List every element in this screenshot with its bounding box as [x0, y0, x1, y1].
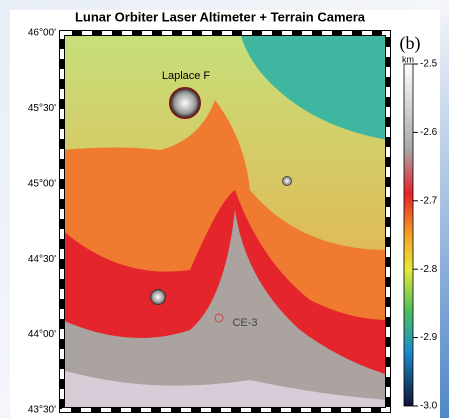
map: [62, 33, 388, 410]
colorbar-tick-label: -2.6: [420, 127, 438, 138]
colorbar-tick-label: -2.9: [420, 332, 438, 343]
latitude-label: 45°30': [28, 103, 56, 114]
colorbar-tick-label: -2.5: [420, 59, 438, 70]
panel-label: (b): [400, 33, 421, 54]
crater: [282, 176, 292, 186]
colorbar-tick-label: -3.0: [420, 401, 438, 412]
feature-label: Laplace F: [162, 70, 211, 82]
crater: [150, 289, 166, 305]
latitude-label: 43°30': [28, 405, 56, 416]
latitude-label: 45°00': [28, 178, 56, 189]
figure: Lunar Orbiter Laser Altimeter + Terrain …: [0, 0, 449, 418]
title: Lunar Orbiter Laser Altimeter + Terrain …: [75, 9, 366, 24]
colorbar-tick-label: -2.8: [420, 264, 438, 275]
colorbar-tick-label: -2.7: [420, 195, 438, 206]
latitude-label: 44°00': [28, 329, 56, 340]
page: Lunar Orbiter Laser Altimeter + Terrain …: [0, 0, 449, 418]
crater: [170, 88, 200, 118]
feature-label: CE-3: [232, 317, 257, 329]
latitude-label: 46°00': [28, 28, 56, 39]
latitude-label: 44°30': [28, 254, 56, 265]
colorbar: [404, 64, 413, 406]
colorbar-unit: km: [402, 54, 414, 64]
